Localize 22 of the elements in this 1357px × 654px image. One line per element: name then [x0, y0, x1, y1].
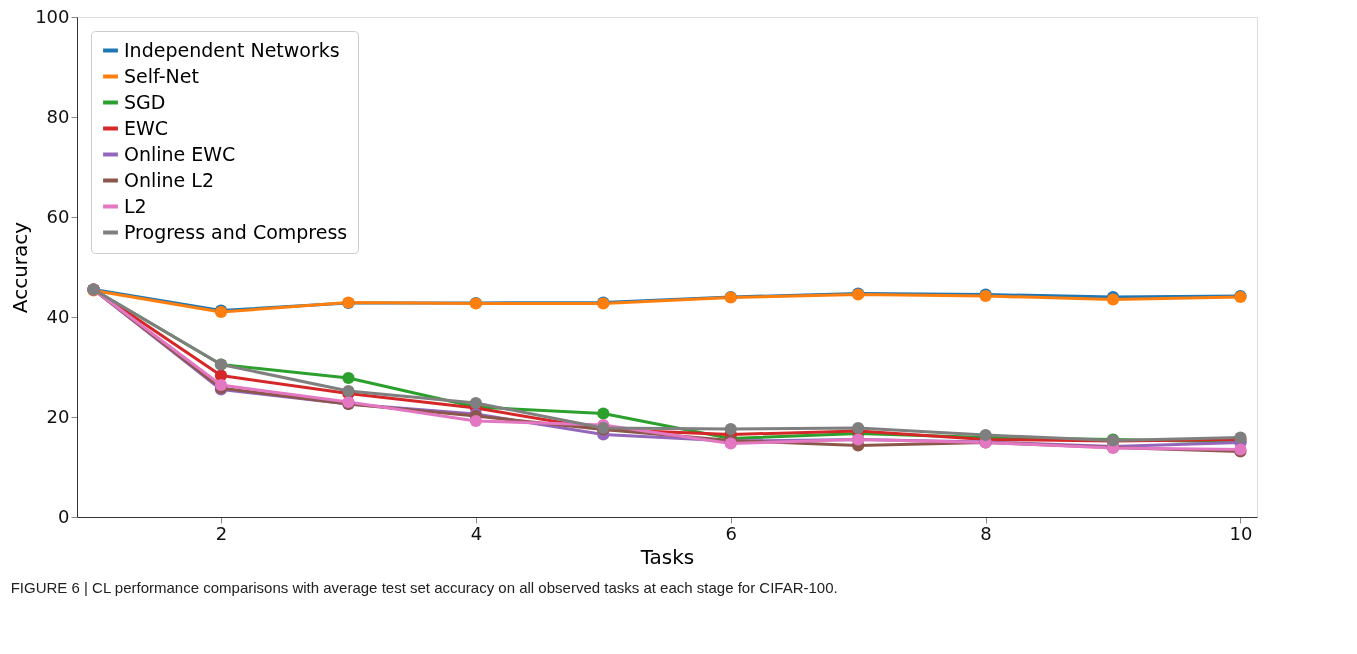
legend-label: Self-Net [124, 64, 199, 87]
legend-label: Independent Networks [124, 38, 340, 61]
legend-label: L2 [124, 194, 147, 217]
legend-label: EWC [124, 116, 169, 139]
y-tick-label: 40 [46, 305, 70, 327]
x-tick-label: 8 [980, 522, 992, 544]
x-tick-label: 4 [470, 522, 483, 544]
caption: FIGURE 6 | CL performance comparisons with average test set accuracy on all observed tasks at each stage for CIFAR-100. [10, 579, 838, 596]
legend-label: SGD [124, 90, 166, 113]
y-tick-label: 80 [46, 105, 70, 127]
x-tick-label: 10 [1229, 522, 1253, 544]
x-tick-label: 2 [215, 522, 228, 544]
x-tick-label: 6 [725, 522, 737, 544]
legend-label: Online L2 [124, 168, 214, 191]
legend-label: Online EWC [124, 142, 236, 165]
legend-label: Progress and Compress [124, 220, 348, 243]
y-tick-label: 60 [46, 205, 70, 227]
x-axis-title: Tasks [639, 544, 695, 569]
y-tick-label: 100 [35, 5, 70, 27]
y-axis-title: Accuracy [8, 221, 33, 314]
y-tick-label: 20 [46, 405, 70, 427]
y-tick-label: 0 [58, 505, 70, 527]
